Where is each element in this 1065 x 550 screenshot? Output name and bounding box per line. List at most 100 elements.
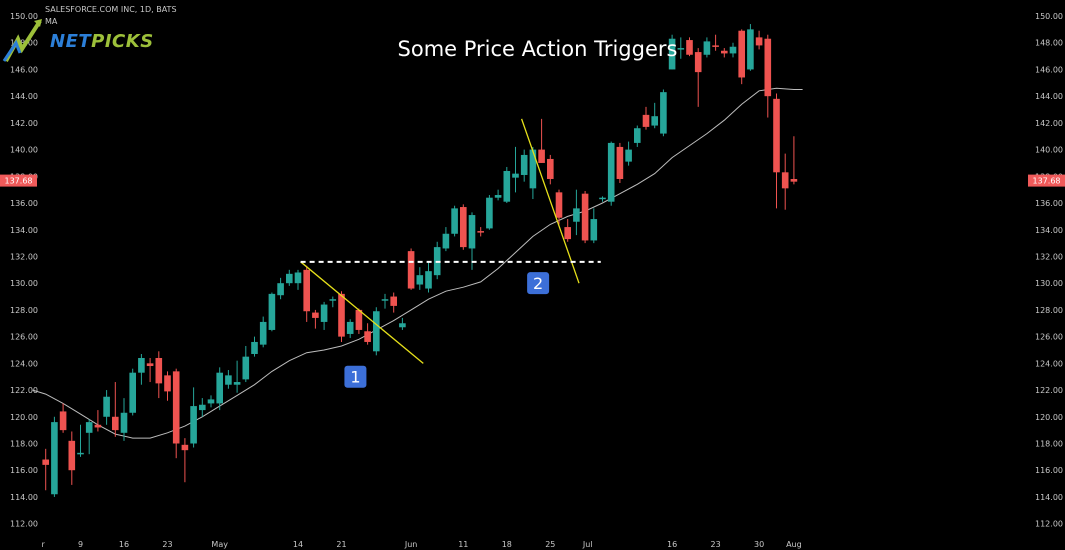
candle-body-down xyxy=(773,98,780,173)
candle-body-up xyxy=(625,149,632,162)
candle-body-up xyxy=(634,128,641,143)
last-price-badge-left-text: 137.68 xyxy=(5,177,33,186)
candle-body-down xyxy=(364,331,371,342)
y-tick-label-right: 144.00 xyxy=(1035,92,1063,101)
trigger-label-text: 2 xyxy=(533,274,543,293)
y-tick-label-right: 126.00 xyxy=(1035,333,1063,342)
y-tick-label-left: 124.00 xyxy=(10,359,38,368)
x-tick-label: 21 xyxy=(336,540,346,549)
candle-body-up xyxy=(346,321,354,334)
candle-body-up xyxy=(138,357,145,373)
x-tick-label: Jun xyxy=(404,540,418,549)
candle-body-down xyxy=(390,296,397,306)
y-tick-label-left: 128.00 xyxy=(10,306,38,315)
candle-body-down xyxy=(564,227,571,240)
candle-body-up xyxy=(416,275,424,285)
x-tick-label: 30 xyxy=(754,540,764,549)
candle-body-up xyxy=(703,41,711,55)
y-tick-label-right: 118.00 xyxy=(1035,439,1063,448)
candle-body-down xyxy=(312,312,319,318)
x-tick-label: 16 xyxy=(667,540,677,549)
candle-body-down xyxy=(616,146,624,179)
y-tick-label-right: 150.00 xyxy=(1035,12,1063,21)
y-tick-label-left: 130.00 xyxy=(10,279,38,288)
candle-body-up xyxy=(251,341,258,354)
candle-body-up xyxy=(607,142,615,202)
candle-body-down xyxy=(112,416,119,431)
candle-body-down xyxy=(338,293,345,337)
x-tick-label: Jul xyxy=(582,540,593,549)
y-tick-label-right: 148.00 xyxy=(1035,39,1063,48)
candle-body-up xyxy=(268,293,276,330)
symbol-info: SALESFORCE.COM INC, 1D, BATS xyxy=(45,5,177,14)
candle-body-up xyxy=(103,396,110,417)
logo-part-picks: PICKS xyxy=(91,31,154,52)
y-tick-label-left: 120.00 xyxy=(10,413,38,422)
last-price-badge-right-text: 137.68 xyxy=(1033,177,1061,186)
candle-body-up xyxy=(373,311,380,352)
candle-body-down xyxy=(755,37,763,46)
candle-body-up xyxy=(451,208,458,234)
chart-title: Some Price Action Triggers xyxy=(397,37,678,61)
candle-body-up xyxy=(468,215,476,249)
y-tick-label-left: 146.00 xyxy=(10,65,38,74)
candle-body-up xyxy=(677,48,685,50)
logo-wordmark: NETPICKS xyxy=(50,31,154,52)
candle-body-up xyxy=(199,404,206,411)
y-tick-label-right: 116.00 xyxy=(1035,466,1063,475)
candle-body-down xyxy=(712,45,719,47)
last-price-badge-left xyxy=(0,174,37,187)
candle-body-down xyxy=(721,50,728,54)
candle-body-down xyxy=(694,52,702,73)
candle-body-up xyxy=(651,116,658,126)
candle-body-up xyxy=(320,304,328,322)
candle-body-up xyxy=(512,173,519,178)
y-tick-label-right: 122.00 xyxy=(1035,386,1063,395)
candle-body-up xyxy=(590,219,598,241)
candle-body-up xyxy=(77,452,84,455)
candle-body-down xyxy=(164,375,171,392)
candle-body-down xyxy=(738,30,745,78)
trigger-label-box xyxy=(527,272,550,295)
annotations-layer: 12 xyxy=(300,118,601,388)
candle-body-down xyxy=(181,444,189,451)
candle-body-down xyxy=(42,459,49,465)
y-tick-label-right: 134.00 xyxy=(1035,226,1063,235)
x-tick-label: 23 xyxy=(711,540,721,549)
candle-body-up xyxy=(225,375,232,385)
x-tick-label: 11 xyxy=(458,540,468,549)
candle-body-down xyxy=(477,231,484,233)
candle-body-up xyxy=(242,356,250,380)
y-tick-label-left: 150.00 xyxy=(10,12,38,21)
logo-mark-icon xyxy=(2,19,42,62)
x-tick-label: 14 xyxy=(293,540,303,549)
y-tick-label-right: 114.00 xyxy=(1035,493,1063,502)
candle-body-up xyxy=(399,323,406,328)
candle-body-down xyxy=(781,172,789,189)
y-tick-label-left: 144.00 xyxy=(10,92,38,101)
x-tick-label: 16 xyxy=(119,540,129,549)
x-tick-label: Aug xyxy=(786,540,802,549)
y-tick-label-right: 124.00 xyxy=(1035,359,1063,368)
moving-average-layer xyxy=(32,87,803,439)
x-tick-label: r xyxy=(41,540,45,549)
last-price-badge-right xyxy=(1028,174,1065,187)
trend-line xyxy=(300,261,424,364)
candle-body-up xyxy=(668,38,676,70)
trigger-label-text: 1 xyxy=(350,368,360,387)
candle-body-down xyxy=(94,424,102,428)
trend-line xyxy=(520,118,580,284)
y-tick-label-right: 128.00 xyxy=(1035,306,1063,315)
candle-body-up xyxy=(329,299,337,301)
trigger-label-box xyxy=(344,365,367,388)
y-tick-label-right: 142.00 xyxy=(1035,119,1063,128)
y-tick-label-right: 120.00 xyxy=(1035,413,1063,422)
candle-body-down xyxy=(555,192,563,218)
y-tick-label-right: 146.00 xyxy=(1035,65,1063,74)
candle-body-up xyxy=(494,195,502,198)
logo-part-net: NET xyxy=(50,31,92,52)
y-tick-label-left: 142.00 xyxy=(10,119,38,128)
y-tick-label-left: 114.00 xyxy=(10,493,38,502)
candle-body-down xyxy=(764,38,772,97)
